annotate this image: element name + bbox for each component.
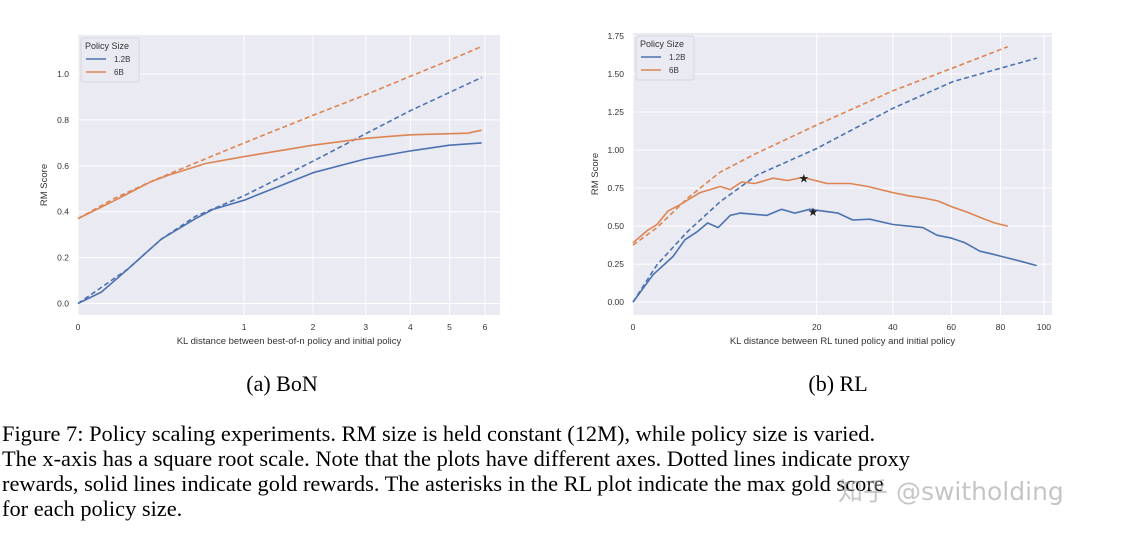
figure-charts: 0 1 2 3 4 5 6 0.0 0.2 0.4 0.6 0.8 1.0 KL distance bet… xyxy=(39,31,1052,347)
x-tick-label: 6 xyxy=(483,322,488,332)
series-line-6b-proxy xyxy=(77,45,482,220)
legend-entry: 6B xyxy=(669,66,679,75)
subcaption-a: (a) BoN xyxy=(246,371,318,396)
x-tick-label: 3 xyxy=(363,322,368,332)
legend-title: Policy Size xyxy=(85,41,129,51)
chart-rl: 0 20 40 60 80 100 0.00 0.25 0.50 0.75 1.00 1.25 1.50… xyxy=(590,31,1052,347)
y-axis-label: RM Score xyxy=(590,153,601,195)
x-tick-label: 0 xyxy=(76,322,81,332)
x-tick-label: 40 xyxy=(888,322,898,332)
caption-line: Figure 7: Policy scaling experiments. RM… xyxy=(2,421,876,446)
series-line-1-2b-proxy xyxy=(77,76,482,305)
y-tick-label: 0.50 xyxy=(607,221,624,231)
max-gold-asterisk-marker: ★ xyxy=(799,171,810,185)
y-tick-label: 0.8 xyxy=(57,115,69,125)
y-tick-label: 0.75 xyxy=(607,183,624,193)
legend-box xyxy=(635,35,695,81)
y-tick-label: 0.00 xyxy=(607,297,624,307)
series-line-1-2b-gold xyxy=(632,208,1038,303)
x-tick-label: 2 xyxy=(311,322,316,332)
y-tick-label: 1.25 xyxy=(607,107,624,117)
x-tick-label: 4 xyxy=(408,322,413,332)
plot-area xyxy=(633,33,1052,315)
y-tick-label: 1.0 xyxy=(57,69,69,79)
caption-line: rewards, solid lines indicate gold rewar… xyxy=(2,471,884,496)
y-tick-label: 0.25 xyxy=(607,259,624,269)
caption-line: for each policy size. xyxy=(2,496,183,521)
series-line-6b-proxy xyxy=(632,45,1009,246)
legend-entry: 1.2B xyxy=(114,55,130,64)
series-line-6b-gold xyxy=(632,176,1008,244)
chart-bon: 0 1 2 3 4 5 6 0.0 0.2 0.4 0.6 0.8 1.0 KL distance bet… xyxy=(39,35,500,347)
y-tick-label: 0.6 xyxy=(57,161,69,171)
x-tick-label: 20 xyxy=(812,322,822,332)
y-tick-label: 1.75 xyxy=(607,31,624,41)
figure-caption: Figure 7: Policy scaling experiments. RM… xyxy=(2,421,1126,521)
x-axis-label: KL distance between RL tuned policy and … xyxy=(730,336,956,347)
series-line-1-2b-proxy xyxy=(632,57,1038,303)
legend-box xyxy=(80,37,140,83)
legend-entry: 6B xyxy=(114,68,124,77)
x-axis-label: KL distance between best-of-n policy and… xyxy=(177,336,402,347)
x-tick-label: 1 xyxy=(242,322,247,332)
x-tick-label: 5 xyxy=(447,322,452,332)
legend-title: Policy Size xyxy=(640,39,684,49)
subcaption-b: (b) RL xyxy=(808,371,868,396)
x-tick-label: 60 xyxy=(947,322,957,332)
x-tick-label: 80 xyxy=(996,322,1006,332)
plot-area xyxy=(78,35,500,315)
x-tick-label: 0 xyxy=(631,322,636,332)
y-tick-label: 1.50 xyxy=(607,69,624,79)
y-tick-label: 1.00 xyxy=(607,145,624,155)
x-tick-label: 100 xyxy=(1037,322,1051,332)
caption-line: The x-axis has a square root scale. Note… xyxy=(2,446,910,471)
legend-entry: 1.2B xyxy=(669,53,685,62)
y-tick-label: 0.0 xyxy=(57,299,69,309)
series-line-1-2b-gold xyxy=(77,142,482,305)
y-tick-label: 0.2 xyxy=(57,253,69,263)
legend: Policy Size 1.2B 6B xyxy=(80,37,140,83)
max-gold-asterisk-marker: ★ xyxy=(808,205,819,219)
y-tick-label: 0.4 xyxy=(57,207,69,217)
legend: Policy Size 1.2B 6B xyxy=(635,35,695,81)
y-axis-label: RM Score xyxy=(39,164,50,206)
watermark: 知乎 @switholding xyxy=(838,477,1064,506)
